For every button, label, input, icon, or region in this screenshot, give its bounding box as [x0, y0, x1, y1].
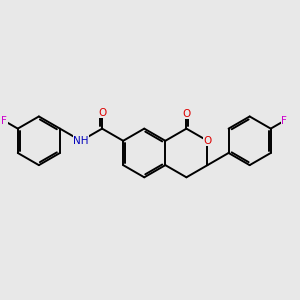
Text: O: O — [203, 136, 211, 146]
Text: O: O — [98, 108, 106, 118]
Text: NH: NH — [73, 136, 89, 146]
Text: F: F — [1, 116, 7, 126]
Text: F: F — [281, 116, 287, 126]
Text: O: O — [182, 109, 190, 118]
